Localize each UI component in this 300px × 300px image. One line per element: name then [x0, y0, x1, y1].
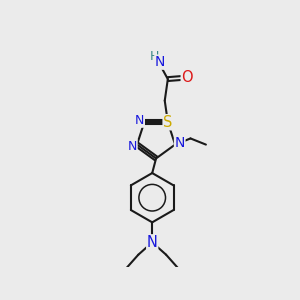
Text: N: N — [155, 55, 165, 69]
Text: O: O — [181, 70, 193, 85]
Text: N: N — [135, 114, 144, 127]
Text: N: N — [147, 235, 158, 250]
Text: N: N — [128, 140, 137, 153]
Text: N: N — [175, 136, 185, 150]
Text: S: S — [163, 115, 172, 130]
Text: H: H — [149, 50, 159, 63]
